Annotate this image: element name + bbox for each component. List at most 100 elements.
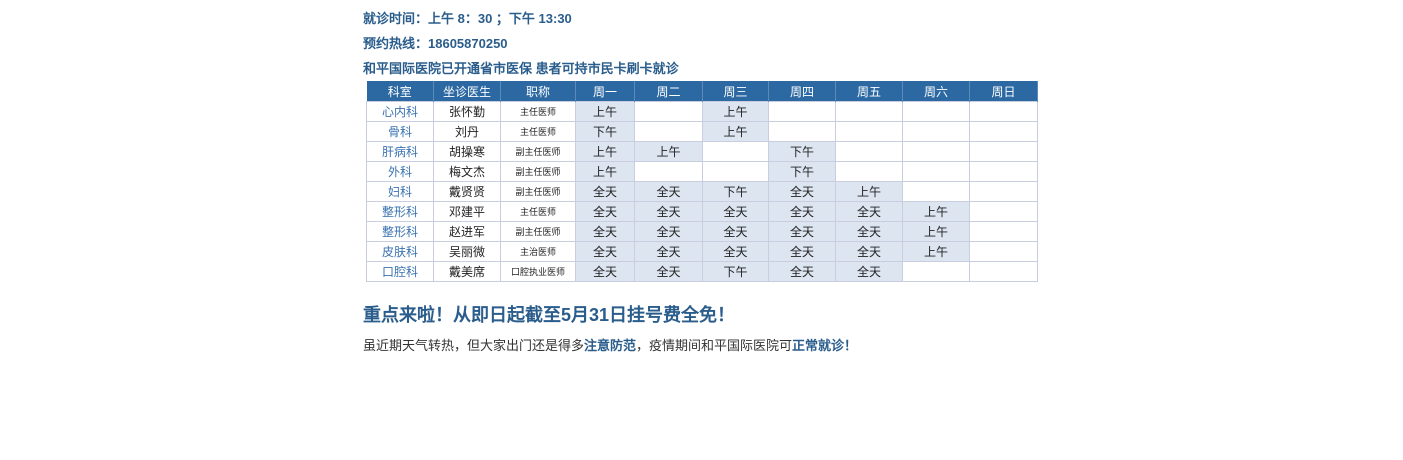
department-cell: 整形科 [366, 201, 434, 222]
schedule-cell [768, 121, 836, 142]
department-cell: 妇科 [366, 181, 434, 202]
schedule-cell [835, 101, 903, 122]
promo-text-1: 虽近期天气转热，但大家出门还是得多 [363, 338, 585, 353]
title-cell: 主任医师 [500, 101, 576, 122]
schedule-cell [969, 161, 1038, 182]
column-header: 科室 [366, 81, 434, 102]
doctor-cell: 梅文杰 [433, 161, 501, 182]
schedule-cell: 全天 [634, 241, 703, 262]
schedule-cell: 上午 [702, 121, 769, 142]
schedule-cell: 全天 [575, 241, 635, 262]
table-row: 肝病科 胡操寒 副主任医师 上午 上午 下午 [366, 141, 1038, 162]
schedule-cell: 上午 [835, 181, 903, 202]
schedule-cell: 全天 [835, 201, 903, 222]
schedule-cell: 下午 [702, 261, 769, 282]
department-cell: 皮肤科 [366, 241, 434, 262]
department-cell: 整形科 [366, 221, 434, 242]
table-row: 骨科 刘丹 主任医师 下午 上午 [366, 121, 1038, 142]
table-row: 妇科 戴贤贤 副主任医师 全天 全天 下午 全天 上午 [366, 181, 1038, 202]
schedule-cell: 全天 [634, 261, 703, 282]
column-header: 坐诊医生 [433, 81, 501, 102]
schedule-cell: 下午 [768, 141, 836, 162]
department-cell: 口腔科 [366, 261, 434, 282]
schedule-cell [969, 201, 1038, 222]
schedule-cell [835, 161, 903, 182]
doctor-cell: 张怀勤 [433, 101, 501, 122]
title-cell: 副主任医师 [500, 161, 576, 182]
schedule-cell [969, 221, 1038, 242]
schedule-cell [634, 161, 703, 182]
schedule-cell [835, 141, 903, 162]
schedule-cell: 全天 [575, 201, 635, 222]
schedule-cell: 上午 [902, 201, 970, 222]
schedule-cell: 下午 [768, 161, 836, 182]
schedule-cell [969, 241, 1038, 262]
table-row: 心内科 张怀勤 主任医师 上午 上午 [366, 101, 1038, 122]
clinic-hours: 就诊时间：上午 8：30 ；下午 13:30 [363, 11, 572, 26]
schedule-cell [969, 101, 1038, 122]
doctor-cell: 戴贤贤 [433, 181, 501, 202]
schedule-cell [702, 141, 769, 162]
hotline: 预约热线：18605870250 [363, 36, 508, 51]
schedule-cell: 全天 [702, 221, 769, 242]
promo-headline: 重点来啦！从即日起截至5月31日挂号费全免！ [363, 305, 736, 325]
title-cell: 主治医师 [500, 241, 576, 262]
schedule-cell: 全天 [768, 241, 836, 262]
schedule-cell [634, 101, 703, 122]
promo-text: 虽近期天气转热，但大家出门还是得多注意防范，疫情期间和平国际医院可正常就诊！ [363, 335, 857, 354]
doctor-cell: 邓建平 [433, 201, 501, 222]
column-header: 周二 [634, 81, 703, 102]
column-header: 周六 [902, 81, 970, 102]
table-row: 外科 梅文杰 副主任医师 上午 下午 [366, 161, 1038, 182]
table-header: 科室 坐诊医生 职称 周一 周二 周三 周四 周五 周六 周日 [366, 81, 1038, 102]
title-cell: 主任医师 [500, 121, 576, 142]
schedule-cell [902, 121, 970, 142]
table-row: 整形科 赵进军 副主任医师 全天 全天 全天 全天 全天 上午 [366, 221, 1038, 242]
schedule-cell [902, 101, 970, 122]
table-row: 整形科 邓建平 主任医师 全天 全天 全天 全天 全天 上午 [366, 201, 1038, 222]
schedule-cell: 全天 [768, 261, 836, 282]
schedule-cell: 上午 [575, 141, 635, 162]
schedule-cell: 全天 [835, 221, 903, 242]
schedule-cell: 上午 [575, 101, 635, 122]
schedule-cell [634, 121, 703, 142]
doctor-cell: 胡操寒 [433, 141, 501, 162]
promo-text-2: ，疫情期间和平国际医院可 [636, 338, 793, 353]
schedule-cell: 全天 [634, 181, 703, 202]
schedule-cell [902, 161, 970, 182]
department-cell: 外科 [366, 161, 434, 182]
schedule-cell: 下午 [575, 121, 635, 142]
insurance-notice: 和平国际医院已开通省市医保 患者可持市民卡刷卡就诊 [363, 61, 679, 76]
schedule-cell: 全天 [835, 261, 903, 282]
department-cell: 骨科 [366, 121, 434, 142]
schedule-cell: 全天 [575, 221, 635, 242]
doctor-cell: 吴丽微 [433, 241, 501, 262]
schedule-cell: 上午 [902, 241, 970, 262]
schedule-cell [969, 181, 1038, 202]
department-cell: 心内科 [366, 101, 434, 122]
schedule-cell: 上午 [634, 141, 703, 162]
schedule-table: 科室 坐诊医生 职称 周一 周二 周三 周四 周五 周六 周日 心内科 张怀勤 主任医师 上午 上午 骨科刘… [366, 81, 1038, 282]
schedule-cell: 全天 [768, 181, 836, 202]
schedule-cell [768, 101, 836, 122]
schedule-cell [969, 261, 1038, 282]
schedule-cell: 上午 [575, 161, 635, 182]
schedule-cell: 上午 [902, 221, 970, 242]
schedule-cell: 全天 [702, 201, 769, 222]
schedule-cell: 下午 [702, 181, 769, 202]
schedule-cell [902, 181, 970, 202]
title-cell: 主任医师 [500, 201, 576, 222]
schedule-cell: 全天 [575, 181, 635, 202]
column-header: 职称 [500, 81, 576, 102]
schedule-cell [835, 121, 903, 142]
schedule-cell: 全天 [702, 241, 769, 262]
doctor-cell: 赵进军 [433, 221, 501, 242]
schedule-cell: 全天 [634, 221, 703, 242]
promo-emphasis-1: 注意防范 [584, 338, 637, 353]
schedule-cell: 全天 [634, 201, 703, 222]
column-header: 周四 [768, 81, 836, 102]
schedule-cell: 上午 [702, 101, 769, 122]
schedule-cell: 全天 [575, 261, 635, 282]
schedule-cell [902, 261, 970, 282]
column-header: 周日 [969, 81, 1038, 102]
